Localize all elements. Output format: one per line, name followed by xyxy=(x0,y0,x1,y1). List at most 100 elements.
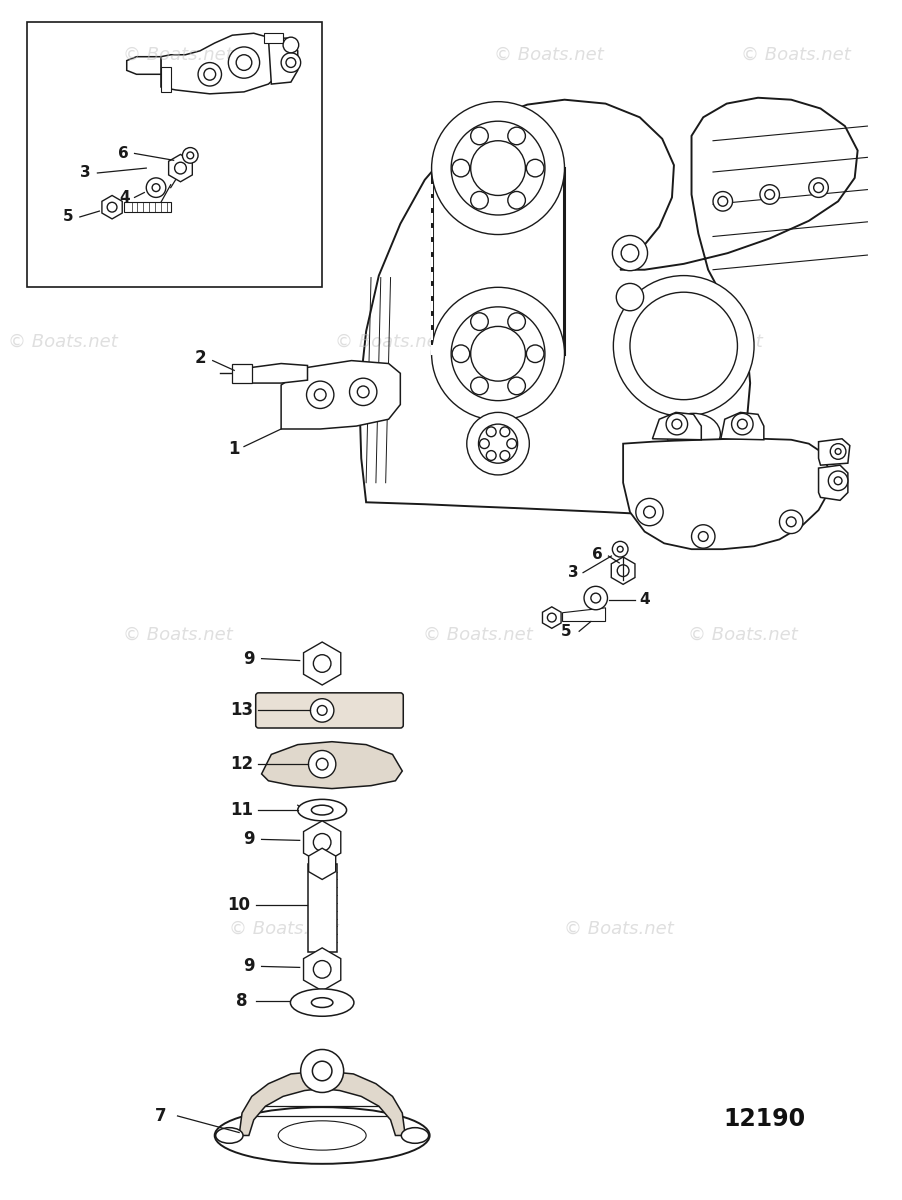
Circle shape xyxy=(507,377,525,395)
Circle shape xyxy=(300,1050,344,1092)
Ellipse shape xyxy=(298,799,346,821)
Circle shape xyxy=(431,287,564,420)
Circle shape xyxy=(643,506,655,518)
Circle shape xyxy=(526,344,543,362)
Polygon shape xyxy=(652,413,701,439)
Circle shape xyxy=(612,541,627,557)
Text: © Boats.net: © Boats.net xyxy=(740,46,850,64)
Circle shape xyxy=(308,750,336,778)
Polygon shape xyxy=(102,196,122,218)
Polygon shape xyxy=(126,56,161,74)
Text: 2: 2 xyxy=(194,349,206,367)
Ellipse shape xyxy=(278,1121,365,1150)
Circle shape xyxy=(635,498,662,526)
Circle shape xyxy=(621,245,638,262)
Circle shape xyxy=(764,190,774,199)
Text: © Boats.net: © Boats.net xyxy=(687,626,796,644)
Circle shape xyxy=(152,184,160,192)
Text: 6: 6 xyxy=(118,146,129,161)
Circle shape xyxy=(617,565,629,576)
Circle shape xyxy=(466,413,529,475)
Text: 9: 9 xyxy=(243,830,254,848)
Circle shape xyxy=(470,192,488,209)
Circle shape xyxy=(228,47,260,78)
Text: © Boats.net: © Boats.net xyxy=(335,334,444,352)
Circle shape xyxy=(236,55,252,71)
Polygon shape xyxy=(303,642,340,685)
Circle shape xyxy=(357,386,369,397)
Text: © Boats.net: © Boats.net xyxy=(564,919,674,937)
Circle shape xyxy=(813,182,823,192)
Text: © Boats.net: © Boats.net xyxy=(493,46,603,64)
Circle shape xyxy=(786,517,796,527)
Circle shape xyxy=(834,449,840,455)
Circle shape xyxy=(470,313,488,330)
Circle shape xyxy=(612,276,753,416)
Text: 1: 1 xyxy=(228,439,240,457)
Polygon shape xyxy=(562,608,605,622)
Polygon shape xyxy=(542,607,560,629)
Circle shape xyxy=(431,102,564,234)
Circle shape xyxy=(470,326,525,382)
Text: © Boats.net: © Boats.net xyxy=(229,919,338,937)
Circle shape xyxy=(204,68,216,80)
Circle shape xyxy=(827,472,847,491)
Text: 9: 9 xyxy=(243,958,254,976)
Circle shape xyxy=(829,444,845,460)
FancyBboxPatch shape xyxy=(255,692,403,728)
Circle shape xyxy=(630,292,737,400)
Polygon shape xyxy=(359,97,857,514)
Circle shape xyxy=(615,283,643,311)
Text: 9: 9 xyxy=(243,649,254,667)
Circle shape xyxy=(590,593,600,602)
Circle shape xyxy=(479,439,489,449)
Circle shape xyxy=(107,203,117,212)
Circle shape xyxy=(286,58,296,67)
Circle shape xyxy=(717,197,727,206)
Text: 3: 3 xyxy=(567,565,578,580)
Circle shape xyxy=(316,758,327,770)
Circle shape xyxy=(507,313,525,330)
Polygon shape xyxy=(817,466,847,500)
Circle shape xyxy=(313,834,331,851)
Circle shape xyxy=(317,706,327,715)
Circle shape xyxy=(500,451,510,461)
Polygon shape xyxy=(611,557,634,584)
Circle shape xyxy=(281,53,300,72)
Text: 12: 12 xyxy=(230,755,253,773)
Polygon shape xyxy=(263,34,282,43)
Text: 5: 5 xyxy=(63,210,73,224)
Circle shape xyxy=(526,160,543,176)
Text: 7: 7 xyxy=(155,1106,167,1124)
Circle shape xyxy=(507,127,525,145)
Ellipse shape xyxy=(666,413,720,455)
Polygon shape xyxy=(622,439,827,550)
Polygon shape xyxy=(303,821,340,864)
Circle shape xyxy=(778,510,802,534)
Circle shape xyxy=(478,424,517,463)
Polygon shape xyxy=(232,364,252,383)
Polygon shape xyxy=(252,364,308,383)
Circle shape xyxy=(451,307,544,401)
Text: 11: 11 xyxy=(230,802,253,820)
Ellipse shape xyxy=(215,1108,429,1164)
Polygon shape xyxy=(268,38,298,84)
Circle shape xyxy=(451,121,544,215)
Polygon shape xyxy=(281,360,400,428)
Ellipse shape xyxy=(290,989,354,1016)
Ellipse shape xyxy=(311,997,333,1008)
Circle shape xyxy=(486,427,495,437)
Circle shape xyxy=(198,62,221,86)
Circle shape xyxy=(174,162,186,174)
Text: 13: 13 xyxy=(230,702,253,720)
Circle shape xyxy=(731,413,752,434)
Circle shape xyxy=(306,382,334,408)
Polygon shape xyxy=(262,742,401,788)
Circle shape xyxy=(452,160,469,176)
Circle shape xyxy=(617,546,622,552)
Circle shape xyxy=(349,378,376,406)
Text: © Boats.net: © Boats.net xyxy=(8,334,118,352)
Text: 10: 10 xyxy=(227,896,251,914)
Circle shape xyxy=(691,524,714,548)
Text: © Boats.net: © Boats.net xyxy=(123,626,233,644)
